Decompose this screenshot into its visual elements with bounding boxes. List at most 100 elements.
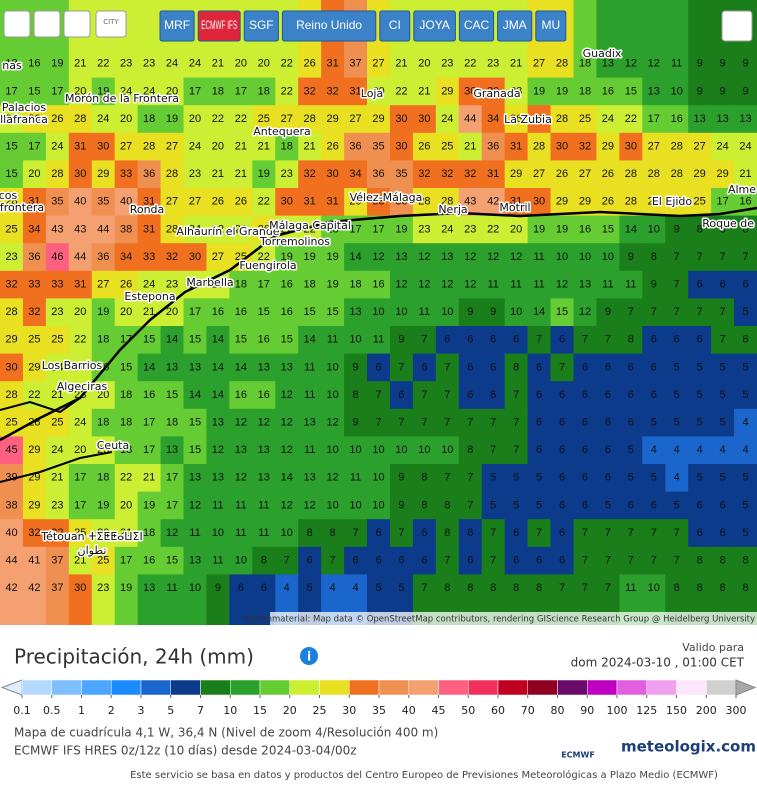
grid-cell <box>435 215 460 244</box>
grid-cell <box>573 381 597 410</box>
legend-tick-label: 150 <box>666 704 687 717</box>
grid-cell <box>367 298 391 327</box>
grid-cell <box>321 270 345 299</box>
grid-value: 23 <box>166 279 178 291</box>
grid-cell <box>481 105 506 134</box>
grid-value: 23 <box>464 223 476 235</box>
place-label: Vélez-Málaga <box>350 191 423 204</box>
model-button[interactable] <box>243 10 279 42</box>
grid-value: 22 <box>97 58 109 70</box>
grid-value: 24 <box>51 361 63 373</box>
grid-value: 19 <box>395 223 407 235</box>
grid-cell <box>252 408 276 437</box>
grid-value: 6 <box>582 417 588 429</box>
grid-cell <box>573 270 597 299</box>
grid-cell <box>68 270 93 299</box>
grid-value: 20 <box>74 444 86 456</box>
grid-value: 33 <box>28 279 40 291</box>
grid-value: 33 <box>51 279 63 291</box>
grid-value: 4 <box>720 444 726 456</box>
grid-cell <box>504 519 529 548</box>
grid-cell <box>22 491 47 520</box>
legend-arrow-high <box>735 679 757 696</box>
model-button[interactable] <box>535 10 567 42</box>
grid-value: 20 <box>212 141 224 153</box>
refresh-button[interactable] <box>3 10 31 38</box>
coastline <box>0 206 757 442</box>
model-button[interactable] <box>197 10 241 42</box>
grid-cell <box>183 491 207 520</box>
grid-cell <box>527 353 552 382</box>
grid-value: 24 <box>51 141 63 153</box>
grid-value: 30 <box>395 113 407 125</box>
info-icon[interactable] <box>300 647 318 665</box>
grid-value: 8 <box>444 582 450 594</box>
grid-cell <box>573 326 597 355</box>
grid-value: 7 <box>352 527 358 539</box>
grid-value: 22 <box>28 389 40 401</box>
model-button[interactable] <box>159 10 195 42</box>
legend-tick-label: 125 <box>636 704 657 717</box>
grid-value: 8 <box>261 555 267 567</box>
grid-cell <box>298 353 322 382</box>
grid-cell <box>160 77 185 106</box>
grid-cell <box>275 160 299 189</box>
model-button[interactable] <box>458 10 495 42</box>
model-button[interactable] <box>281 10 377 42</box>
grid-cell <box>389 105 414 134</box>
grid-value: 11 <box>258 499 269 511</box>
grid-cell <box>734 353 757 382</box>
legend-tick-label: 70 <box>521 704 535 717</box>
grid-value: 32 <box>5 279 17 291</box>
grid-cell <box>229 270 253 299</box>
grid-cell <box>527 243 552 272</box>
grid-value: 6 <box>513 334 519 346</box>
model-button[interactable] <box>413 10 456 42</box>
grid-cell <box>183 215 207 244</box>
grid-cell <box>711 326 735 355</box>
grid-value: 12 <box>464 279 476 291</box>
zoom-button[interactable] <box>63 10 91 38</box>
grid-value: 24 <box>716 141 728 153</box>
grid-value: 8 <box>490 582 496 594</box>
grid-value: 15 <box>625 85 637 97</box>
grid-cell <box>527 326 552 355</box>
grid-value: 7 <box>628 555 634 567</box>
model-button[interactable] <box>379 10 411 42</box>
share-button[interactable] <box>721 10 753 42</box>
grid-cell <box>0 436 24 465</box>
grid-cell <box>527 215 552 244</box>
grid-cell <box>389 519 414 548</box>
grid-cell <box>160 436 185 465</box>
grid-value: 8 <box>513 361 519 373</box>
grid-cell <box>45 519 70 548</box>
grid-value: 12 <box>189 499 201 511</box>
grid-cell <box>412 546 437 575</box>
grid-value: 21 <box>235 223 247 235</box>
grid-cell <box>160 519 185 548</box>
grid-cell <box>389 160 414 189</box>
grid-value: 28 <box>143 141 155 153</box>
grid-value: 22 <box>281 58 293 70</box>
grid-value: 10 <box>418 444 430 456</box>
grid-cell <box>183 353 207 382</box>
city-button[interactable] <box>95 10 127 38</box>
grid-value: 10 <box>372 499 384 511</box>
grid-info: Mapa de cuadrícula 4,1 W, 36,4 N (Nivel … <box>14 726 438 740</box>
grid-value: 8 <box>330 527 336 539</box>
grid-cell <box>412 188 437 217</box>
grid-cell <box>596 105 620 134</box>
grid-value: 6 <box>582 472 588 484</box>
grid-cell <box>91 105 116 134</box>
grid-cell <box>298 77 322 106</box>
grid-cell <box>183 132 207 161</box>
grid-cell <box>504 546 529 575</box>
locate-button[interactable] <box>33 10 61 38</box>
grid-cell <box>137 298 162 327</box>
model-button[interactable] <box>497 10 533 42</box>
grid-cell <box>229 105 253 134</box>
legend-swatch <box>616 679 647 696</box>
grid-value: 27 <box>166 141 178 153</box>
grid-cell <box>160 105 185 134</box>
grid-value: 16 <box>372 279 384 291</box>
